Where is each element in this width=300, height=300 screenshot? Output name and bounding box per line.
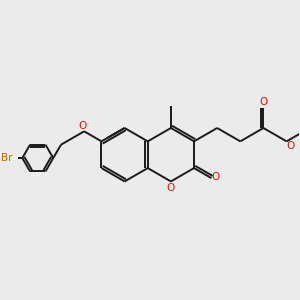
Text: O: O xyxy=(211,172,219,182)
Text: O: O xyxy=(286,141,295,151)
Text: O: O xyxy=(78,121,87,131)
Text: Br: Br xyxy=(1,153,12,163)
Text: O: O xyxy=(167,183,175,193)
Text: O: O xyxy=(259,97,268,107)
